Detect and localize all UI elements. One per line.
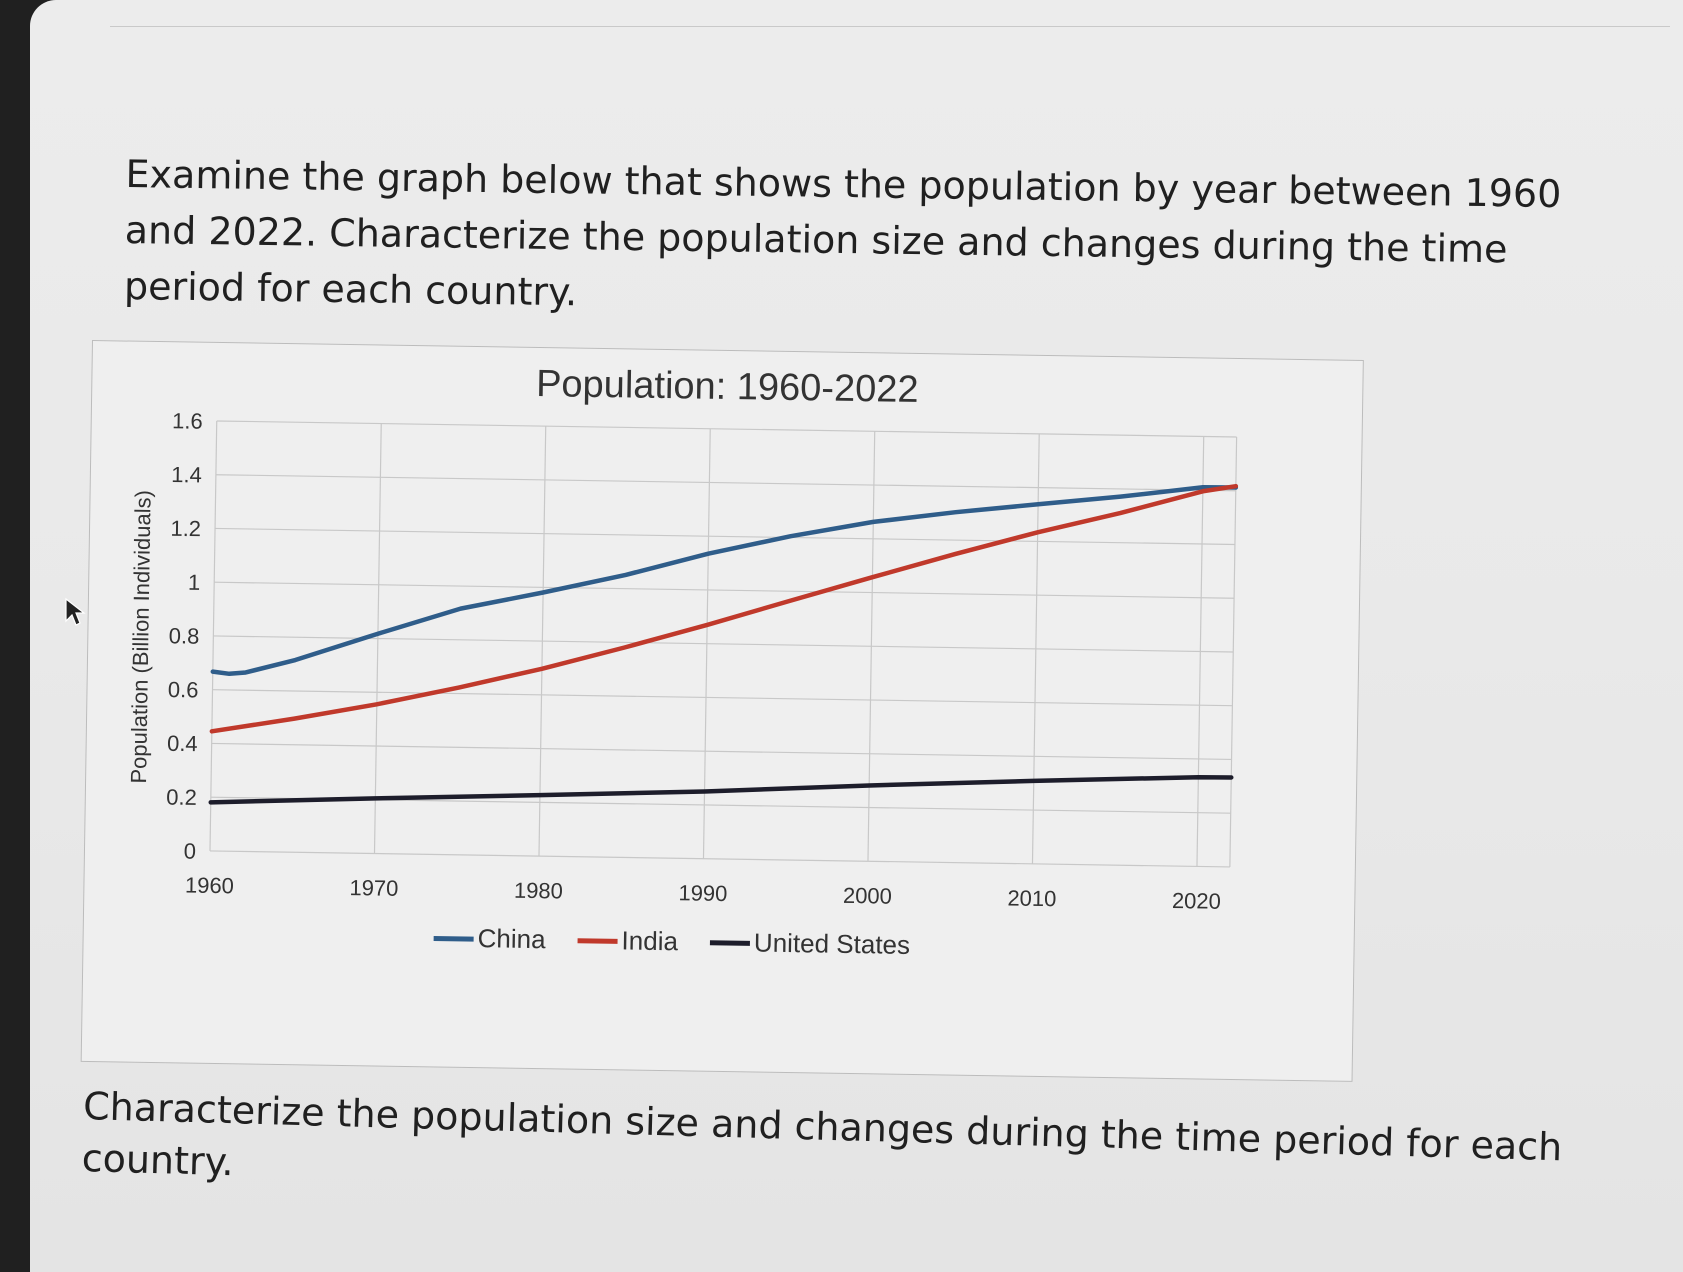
y-gridline <box>215 474 1236 492</box>
y-gridline <box>214 581 1235 599</box>
y-tick-label: 0.4 <box>167 731 198 756</box>
mouse-cursor-icon <box>65 597 86 626</box>
screen: Examine the graph below that shows the p… <box>30 0 1683 1272</box>
chart-title: Population: 1960-2022 <box>536 363 919 411</box>
y-gridline <box>209 850 1230 868</box>
x-tick-label: 1970 <box>349 875 398 901</box>
x-gridline <box>538 426 547 857</box>
x-tick-label: 1960 <box>185 873 234 899</box>
x-tick-label: 1990 <box>678 880 727 906</box>
prompt-text: Characterize the population size and cha… <box>81 1083 1563 1185</box>
series-line-united-states <box>208 774 1234 805</box>
y-gridline <box>211 742 1232 761</box>
y-tick-label: 1 <box>188 570 201 595</box>
y-axis-label: Population (Billion Individuals) <box>126 490 156 784</box>
question-text: Examine the graph below that shows the p… <box>123 151 1562 315</box>
x-tick-label: 2020 <box>1172 888 1221 914</box>
legend-swatch-united-states <box>709 940 750 946</box>
x-gridline <box>373 423 382 854</box>
x-gridline <box>1196 436 1205 867</box>
x-tick-label: 2000 <box>843 883 892 909</box>
y-tick-label: 1.6 <box>172 408 203 433</box>
plot-border <box>1229 436 1238 867</box>
y-tick-label: 0.8 <box>169 623 200 648</box>
legend-label-china: China <box>477 923 546 954</box>
y-gridline <box>215 527 1235 546</box>
y-tick-label: 1.2 <box>170 516 201 541</box>
y-gridline <box>213 635 1234 653</box>
chart-container: Population: 1960-2022 Population (Billio… <box>80 340 1364 1082</box>
x-gridline <box>867 431 876 862</box>
population-chart: Population: 1960-2022 Population (Billio… <box>126 363 1239 960</box>
x-gridline <box>209 420 218 851</box>
y-tick-label: 0.6 <box>168 677 199 702</box>
legend-swatch-india <box>577 938 618 944</box>
y-gridline <box>216 420 1237 438</box>
divider <box>110 26 1670 27</box>
legend-label-united-states: United States <box>754 927 911 959</box>
series-line-india <box>209 483 1239 734</box>
x-tick-label: 1980 <box>514 878 563 904</box>
x-tick-label: 2010 <box>1007 885 1056 911</box>
series-line-china <box>210 485 1239 677</box>
y-tick-label: 1.4 <box>171 462 202 487</box>
y-tick-label: 0 <box>184 839 197 864</box>
y-tick-label: 0.2 <box>166 784 197 809</box>
x-gridline <box>702 428 711 859</box>
legend-swatch-china <box>433 935 474 942</box>
legend-label-india: India <box>621 925 678 956</box>
y-gridline <box>212 689 1233 707</box>
